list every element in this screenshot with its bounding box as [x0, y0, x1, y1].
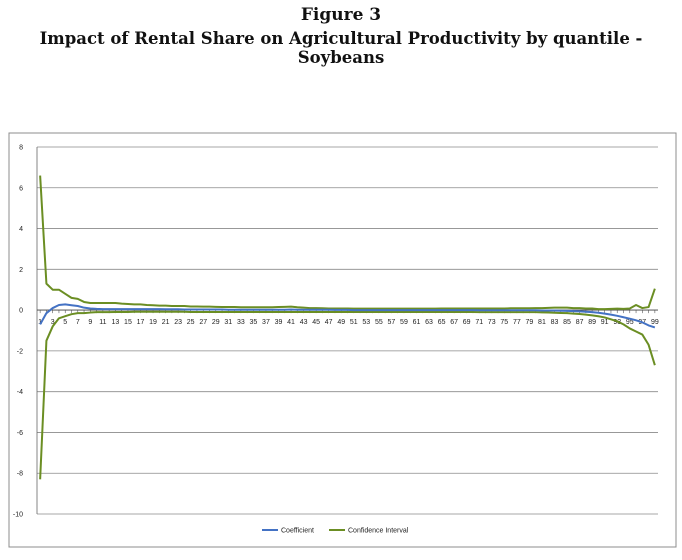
x-tick-label: 67 [450, 319, 458, 326]
x-tick-label: 31 [224, 319, 232, 326]
y-tick-label: 4 [19, 226, 23, 233]
x-tick-label: 7 [76, 319, 80, 326]
legend-label: Coefficient [281, 528, 314, 535]
x-tick-label: 13 [112, 319, 120, 326]
series-line-ci-lower [39, 310, 656, 480]
x-tick-label: 33 [237, 319, 245, 326]
x-tick-label: 43 [300, 319, 308, 326]
x-tick-label: 89 [588, 319, 596, 326]
y-tick-label: 8 [19, 145, 23, 152]
x-tick-label: 55 [375, 319, 383, 326]
x-tick-label: 27 [199, 319, 207, 326]
x-tick-label: 79 [526, 319, 534, 326]
x-tick-label: 39 [275, 319, 283, 326]
legend-label: Confidence Interval [348, 528, 409, 535]
y-tick-label: -10 [13, 512, 23, 519]
x-tick-label: 83 [551, 319, 559, 326]
legend-item-confidence-interval: Confidence Interval [329, 528, 409, 535]
series-line-coefficient [39, 303, 656, 329]
legend: Coefficient Confidence Interval [262, 528, 409, 535]
x-tick-label: 91 [601, 319, 609, 326]
x-tick-label: 21 [162, 319, 170, 326]
x-tick-label: 95 [626, 319, 634, 326]
figure-caption: Impact of Rental Share on Agricultural P… [39, 29, 643, 67]
x-tick-label: 57 [388, 319, 396, 326]
x-tick-label: 73 [488, 319, 496, 326]
chart-frame [8, 132, 677, 548]
x-tick-label: 85 [563, 319, 571, 326]
x-tick-label: 93 [613, 319, 621, 326]
x-tick-label: 81 [538, 319, 546, 326]
x-tick-label: 75 [500, 319, 508, 326]
x-tick-label: 53 [362, 319, 370, 326]
x-tick-label: 11 [99, 319, 106, 326]
x-tick-label: 61 [413, 319, 421, 326]
x-tick-label: 37 [262, 319, 270, 326]
x-tick-label: 15 [124, 319, 132, 326]
figure-label: Figure 3 [300, 5, 382, 25]
x-tick-label: 45 [312, 319, 320, 326]
x-tick-label: 23 [174, 319, 182, 326]
y-tick-label: 2 [19, 267, 23, 274]
x-tick-label: 29 [212, 319, 220, 326]
series-lines [39, 175, 656, 480]
x-tick-label: 77 [513, 319, 521, 326]
x-tick-label: 69 [463, 319, 471, 326]
x-tick-label: 35 [250, 319, 258, 326]
x-tick-label: 71 [475, 319, 483, 326]
y-tick-label: -6 [17, 430, 23, 437]
x-tick-label: 51 [350, 319, 358, 326]
x-tick-label: 63 [425, 319, 433, 326]
y-tick-label: -8 [17, 471, 23, 478]
y-tick-label: -2 [17, 348, 23, 355]
x-tick-label: 59 [400, 319, 408, 326]
y-tick-labels: 8 6 4 2 0 -2 -4 -6 -8 -10 [13, 145, 23, 519]
y-tick-label: 6 [19, 185, 23, 192]
x-tick-label: 49 [337, 319, 345, 326]
series-line-ci-upper [39, 175, 656, 311]
x-tick-label: 17 [137, 319, 145, 326]
x-tick-label: 41 [287, 319, 295, 326]
x-tick-label: 99 [651, 319, 659, 326]
x-tick-label: 65 [438, 319, 446, 326]
x-tick-label: 87 [576, 319, 584, 326]
y-tick-label: 0 [19, 308, 23, 315]
x-tick-label: 19 [149, 319, 157, 326]
y-tick-label: -4 [17, 389, 23, 396]
x-tick-label: 9 [88, 319, 92, 326]
x-tick-label: 25 [187, 319, 195, 326]
legend-item-coefficient: Coefficient [262, 528, 314, 535]
x-tick-label: 3 [51, 319, 55, 326]
x-tick-label: 5 [63, 319, 67, 326]
x-tick-label: 47 [325, 319, 333, 326]
